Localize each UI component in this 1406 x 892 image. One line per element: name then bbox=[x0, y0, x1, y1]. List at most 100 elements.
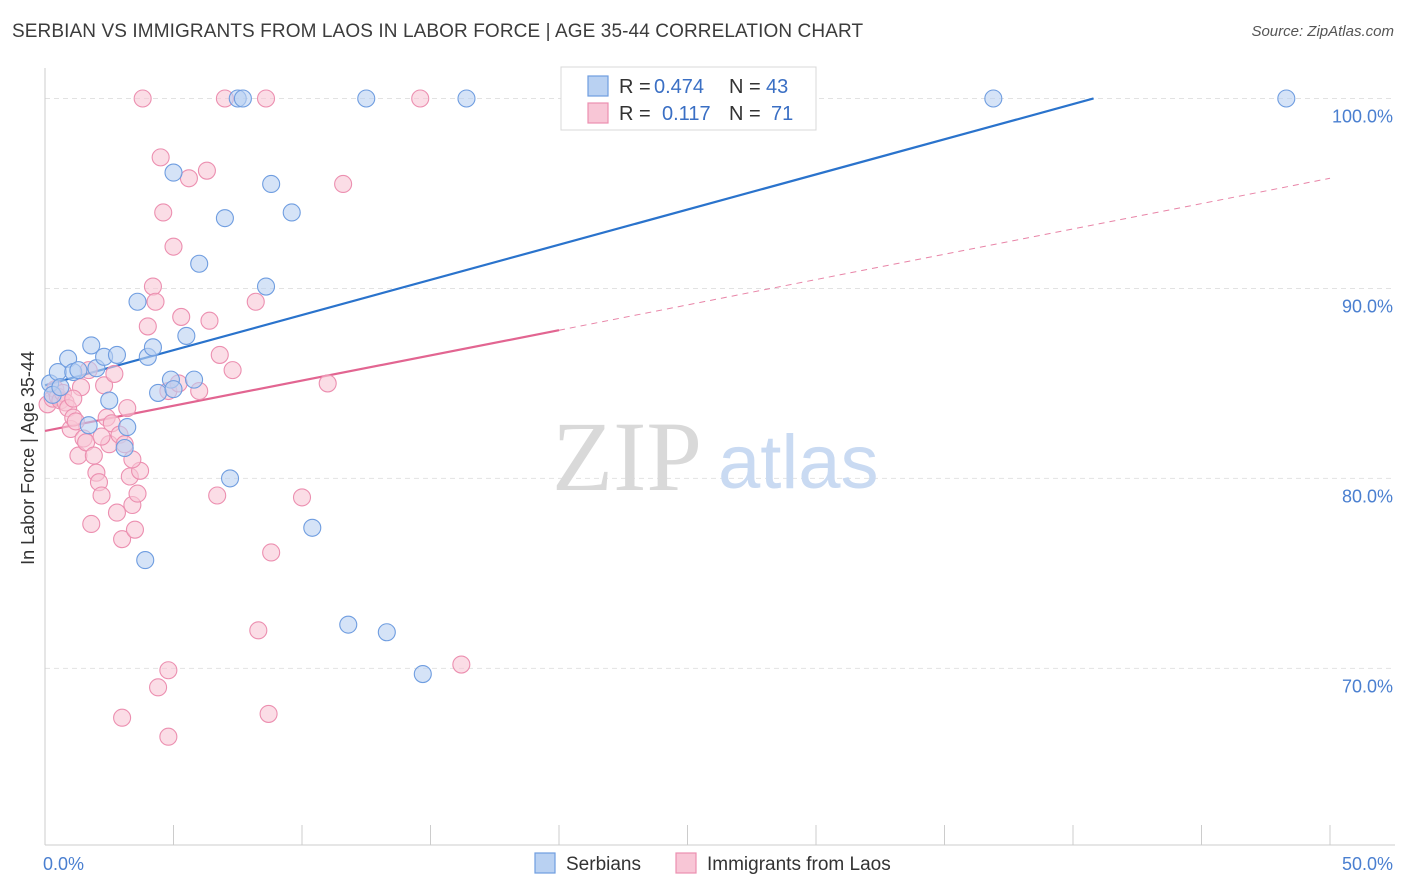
point-laos-59 bbox=[292, 488, 312, 507]
point-serbians-12 bbox=[79, 416, 98, 435]
point-serbians-15 bbox=[128, 292, 147, 311]
watermark: ZIP atlas bbox=[552, 401, 879, 512]
y-tick-labels: 100.0% 90.0% 80.0% 70.0% bbox=[1332, 106, 1393, 696]
point-serbians-37 bbox=[357, 89, 376, 108]
point-serbians-24 bbox=[190, 254, 209, 273]
data-points bbox=[38, 89, 1296, 746]
point-serbians-32 bbox=[377, 623, 396, 642]
legend-n-label-serbians: N = bbox=[729, 76, 761, 98]
point-serbians-34 bbox=[136, 551, 155, 570]
y-axis-title: In Labor Force | Age 35-44 bbox=[18, 351, 38, 565]
point-serbians-30 bbox=[303, 518, 322, 537]
point-laos-56 bbox=[259, 704, 278, 723]
watermark-zip: ZIP bbox=[552, 401, 702, 512]
point-laos-50 bbox=[208, 486, 227, 505]
point-laos-43 bbox=[164, 237, 183, 256]
point-laos-33 bbox=[125, 520, 144, 539]
point-laos-55 bbox=[256, 89, 276, 108]
point-laos-66 bbox=[149, 678, 168, 697]
point-serbians-28 bbox=[262, 174, 281, 194]
legend-n-value-serbians: 43 bbox=[766, 76, 788, 98]
point-serbians-22 bbox=[177, 326, 196, 345]
trend-line-laos-extension bbox=[558, 177, 1331, 331]
stats-legend: R = 0.474 N = 43 R = 0.117 N = 71 bbox=[560, 66, 817, 131]
point-laos-39 bbox=[146, 292, 165, 311]
legend-n-label-laos: N = bbox=[729, 103, 761, 125]
trend-line-laos bbox=[44, 329, 560, 432]
bottom-legend-label-serbians: Serbians bbox=[566, 854, 641, 875]
point-laos-46 bbox=[179, 169, 198, 188]
point-laos-58 bbox=[249, 621, 268, 640]
point-serbians-29 bbox=[282, 203, 301, 222]
bottom-legend-swatch-laos bbox=[675, 852, 697, 874]
y-tick-label-90: 90.0% bbox=[1342, 296, 1393, 316]
legend-r-label-laos: R = bbox=[619, 103, 651, 125]
point-laos-64 bbox=[159, 661, 178, 680]
point-serbians-33 bbox=[413, 664, 432, 684]
point-serbians-36 bbox=[233, 89, 252, 108]
point-serbians-41 bbox=[984, 89, 1003, 108]
point-laos-38 bbox=[143, 277, 162, 296]
point-serbians-38 bbox=[457, 89, 476, 108]
bottom-legend-label-laos: Immigrants from Laos bbox=[707, 854, 891, 875]
x-tick-label-0: 0.0% bbox=[43, 854, 84, 874]
point-laos-62 bbox=[411, 89, 430, 108]
point-laos-48 bbox=[197, 161, 216, 180]
y-tick-label-70: 70.0% bbox=[1342, 676, 1393, 696]
point-serbians-17 bbox=[143, 338, 162, 357]
point-laos-41 bbox=[154, 203, 173, 222]
point-serbians-21 bbox=[164, 163, 183, 182]
point-serbians-11 bbox=[100, 391, 119, 410]
bottom-legend-swatch-serbians bbox=[534, 852, 556, 874]
point-laos-28 bbox=[113, 530, 132, 549]
point-serbians-25 bbox=[215, 209, 234, 228]
trend-line-serbians bbox=[44, 97, 1094, 387]
point-serbians-3 bbox=[51, 378, 70, 397]
chart-source: Source: ZipAtlas.com bbox=[1251, 23, 1394, 40]
point-laos-63 bbox=[452, 655, 471, 674]
point-laos-65 bbox=[113, 708, 132, 727]
point-laos-57 bbox=[262, 543, 281, 562]
point-laos-67 bbox=[159, 727, 178, 746]
point-laos-49 bbox=[200, 311, 219, 330]
point-serbians-10 bbox=[107, 345, 127, 364]
point-serbians-31 bbox=[339, 615, 358, 634]
point-laos-70 bbox=[92, 427, 111, 446]
point-serbians-13 bbox=[118, 418, 137, 437]
point-laos-54 bbox=[246, 292, 265, 311]
point-serbians-7 bbox=[82, 336, 101, 355]
point-serbians-20 bbox=[164, 380, 183, 399]
point-laos-30 bbox=[118, 399, 137, 418]
point-laos-36 bbox=[133, 89, 152, 108]
point-serbians-14 bbox=[115, 438, 134, 458]
grid-lines bbox=[45, 97, 1395, 669]
y-tick-label-80: 80.0% bbox=[1342, 486, 1393, 506]
legend-r-value-serbians: 0.474 bbox=[654, 76, 704, 98]
point-serbians-27 bbox=[256, 277, 276, 296]
point-serbians-23 bbox=[185, 370, 204, 389]
point-laos-20 bbox=[92, 486, 111, 505]
point-serbians-42 bbox=[1277, 89, 1296, 108]
point-laos-51 bbox=[210, 345, 229, 364]
legend-r-value-laos: 0.117 bbox=[662, 103, 711, 125]
point-laos-69 bbox=[64, 389, 83, 408]
y-tick-label-100: 100.0% bbox=[1332, 106, 1393, 126]
x-tick-label-50: 50.0% bbox=[1342, 854, 1393, 874]
point-laos-34 bbox=[128, 484, 147, 503]
chart-title: SERBIAN VS IMMIGRANTS FROM LAOS IN LABOR… bbox=[12, 21, 864, 42]
point-serbians-26 bbox=[220, 469, 240, 488]
point-laos-53 bbox=[223, 361, 242, 380]
legend-swatch-serbians bbox=[587, 75, 609, 97]
legend-r-label-serbians: R = bbox=[619, 76, 651, 98]
point-laos-40 bbox=[151, 148, 170, 167]
point-laos-25 bbox=[105, 364, 124, 383]
watermark-atlas: atlas bbox=[718, 420, 879, 505]
point-laos-16 bbox=[82, 514, 101, 534]
point-serbians-18 bbox=[149, 383, 168, 402]
point-laos-45 bbox=[172, 307, 191, 326]
legend-swatch-laos bbox=[587, 102, 609, 124]
series-legend: Serbians Immigrants from Laos bbox=[534, 852, 891, 875]
trend-lines bbox=[44, 97, 1331, 432]
point-laos-17 bbox=[84, 446, 103, 465]
